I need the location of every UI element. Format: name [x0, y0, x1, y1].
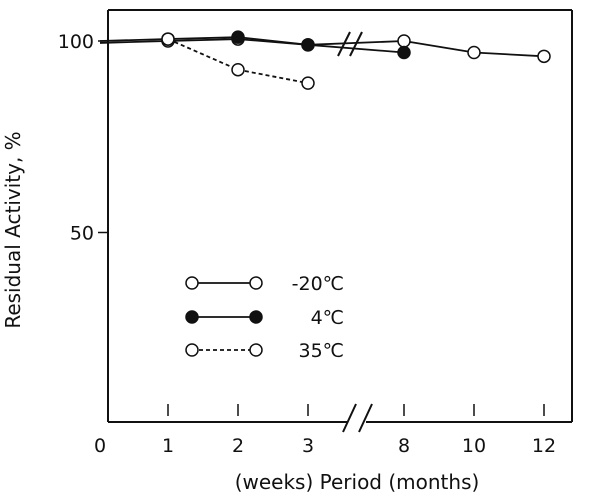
series-line-segment	[237, 68, 309, 85]
x-tick-label: 2	[232, 435, 244, 457]
series-line-segment	[307, 40, 405, 46]
x-tick-label: 8	[398, 435, 410, 457]
data-point	[467, 45, 481, 60]
series-break-mark	[349, 31, 363, 57]
x-axis-label: (weeks) Period (months)	[235, 470, 480, 494]
legend-marker	[185, 310, 199, 324]
series-35c	[161, 32, 315, 90]
data-point	[161, 32, 175, 46]
plot-frame	[107, 9, 573, 433]
series-4c	[99, 30, 411, 60]
y-tick-label: 50	[70, 223, 94, 245]
axis-break-mark	[342, 403, 357, 433]
data-point	[301, 38, 315, 52]
data-point	[537, 49, 551, 64]
x-tick-label: 10	[462, 435, 486, 457]
x-tick-label: 0	[94, 435, 106, 457]
y-tick-label: 100	[58, 31, 94, 53]
legend-marker	[249, 276, 263, 290]
legend-label: 35℃	[298, 340, 344, 362]
series-layer	[99, 30, 551, 90]
series-line-segment	[167, 36, 239, 40]
legend-item: 35℃	[185, 340, 344, 362]
legend-marker	[185, 343, 199, 357]
series-line-segment	[403, 40, 475, 54]
legend-marker	[249, 343, 263, 357]
series-line-segment	[167, 38, 239, 71]
legend-marker	[249, 310, 263, 324]
legend: -20℃ 4℃ 35℃	[185, 273, 344, 362]
legend-label: -20℃	[292, 273, 344, 295]
x-tick-label: 3	[302, 435, 314, 457]
data-point	[397, 34, 411, 48]
series-line-segment	[473, 51, 545, 58]
x-tick-label: 12	[532, 435, 556, 457]
data-point	[231, 62, 245, 77]
x-axis: 0 1 2 3 8 10 12	[94, 404, 556, 457]
data-point	[397, 45, 411, 60]
y-axis-label: Residual Activity, %	[1, 131, 25, 328]
legend-item: -20℃	[185, 273, 344, 295]
series-line-segment	[99, 38, 169, 42]
legend-marker	[185, 276, 199, 290]
series-line-segment	[167, 38, 239, 42]
x-tick-label: 1	[162, 435, 174, 457]
y-axis: 100 50	[58, 31, 108, 245]
data-point	[301, 76, 315, 90]
data-point	[231, 30, 245, 44]
series-line-segment	[99, 40, 169, 44]
series-line-segment	[307, 43, 405, 54]
legend-label: 4℃	[311, 307, 344, 329]
axis-break-mark	[358, 403, 373, 433]
legend-item: 4℃	[185, 307, 344, 329]
series-line-segment	[237, 36, 309, 46]
